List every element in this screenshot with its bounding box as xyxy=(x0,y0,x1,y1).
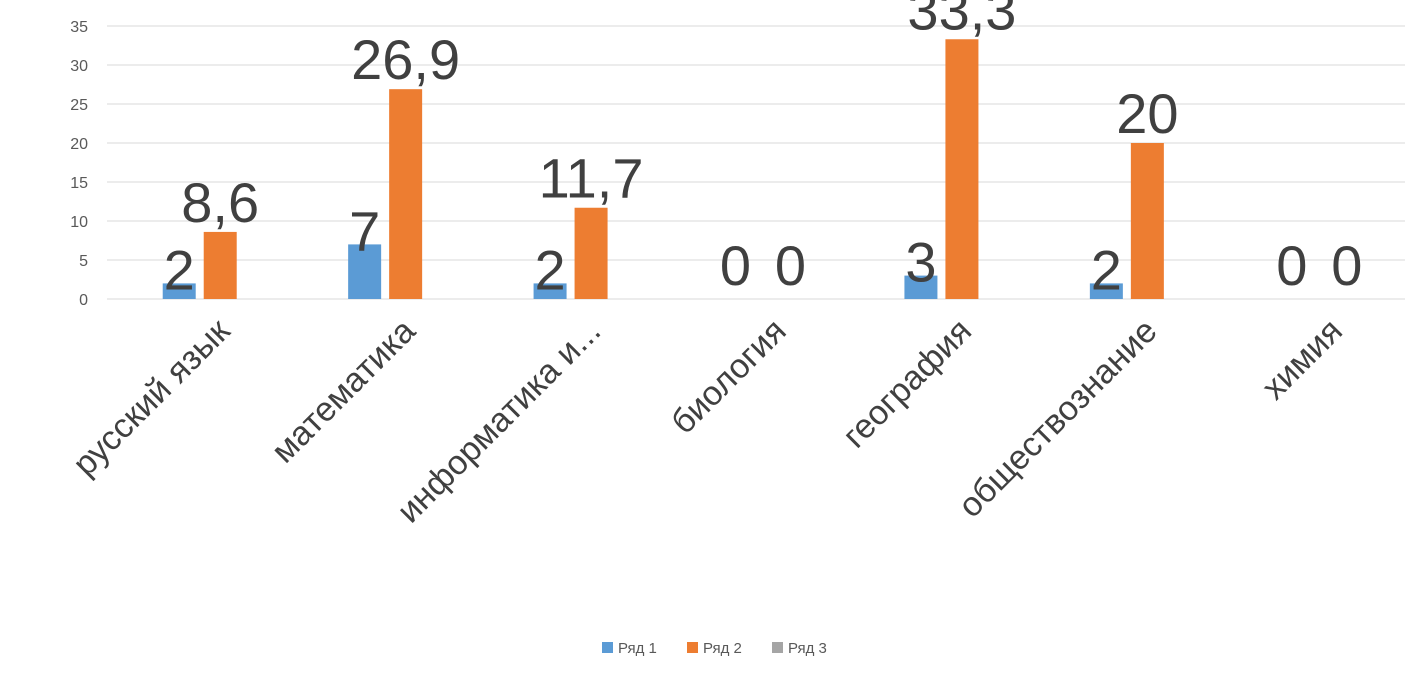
legend: Ряд 1 Ряд 2 Ряд 3 xyxy=(602,640,827,657)
x-category-label: математика xyxy=(264,312,423,471)
y-tick-label: 35 xyxy=(70,19,88,36)
data-label: 0 xyxy=(720,234,751,297)
bar-2 xyxy=(389,89,423,300)
y-tick-label: 30 xyxy=(70,58,88,75)
y-tick-label: 15 xyxy=(70,175,88,192)
data-label: 26,9 xyxy=(351,28,460,91)
data-label: 3 xyxy=(905,231,936,294)
y-tick-label: 0 xyxy=(79,292,88,309)
bar-1 xyxy=(348,244,382,299)
y-tick-label: 10 xyxy=(70,214,88,231)
bar-2 xyxy=(945,39,979,299)
data-label: 7 xyxy=(349,199,380,262)
bar-2 xyxy=(203,231,237,299)
bar-1 xyxy=(1089,283,1123,299)
bar-2 xyxy=(1130,143,1164,299)
y-tick-label: 20 xyxy=(70,136,88,153)
legend-swatch xyxy=(687,642,698,653)
x-category-label: обществознание xyxy=(951,312,1164,525)
x-category-label: химия xyxy=(1255,312,1350,407)
y-axis-ticks: 0 5 10 15 20 25 30 35 xyxy=(70,19,88,309)
legend-label: Ряд 3 xyxy=(788,640,827,657)
data-label: 2 xyxy=(164,238,195,301)
y-tick-label: 25 xyxy=(70,97,88,114)
data-label: 11,7 xyxy=(539,147,644,210)
data-label: 0 xyxy=(1276,234,1307,297)
legend-swatch xyxy=(772,642,783,653)
x-category-label: русский язык xyxy=(66,311,238,483)
data-label: 8,6 xyxy=(181,171,259,234)
legend-label: Ряд 1 xyxy=(618,640,657,657)
data-label: 0 xyxy=(775,234,806,297)
x-category-label: информатика и... xyxy=(390,312,608,530)
data-label: 2 xyxy=(534,238,565,301)
y-tick-label: 5 xyxy=(79,253,88,270)
legend-swatch xyxy=(602,642,613,653)
bar-1 xyxy=(162,283,196,299)
data-label: 33,3 xyxy=(907,0,1016,41)
bar-2 xyxy=(574,207,608,299)
x-category-label: биология xyxy=(664,312,794,442)
data-label: 0 xyxy=(1331,234,1362,297)
data-label: 20 xyxy=(1116,82,1178,145)
data-label: 2 xyxy=(1091,238,1122,301)
bar-1 xyxy=(904,275,938,299)
bar-1 xyxy=(533,283,567,299)
x-category-label: география xyxy=(835,312,979,456)
gridlines xyxy=(107,25,1405,300)
legend-label: Ряд 2 xyxy=(703,640,742,657)
bars xyxy=(162,39,1164,300)
